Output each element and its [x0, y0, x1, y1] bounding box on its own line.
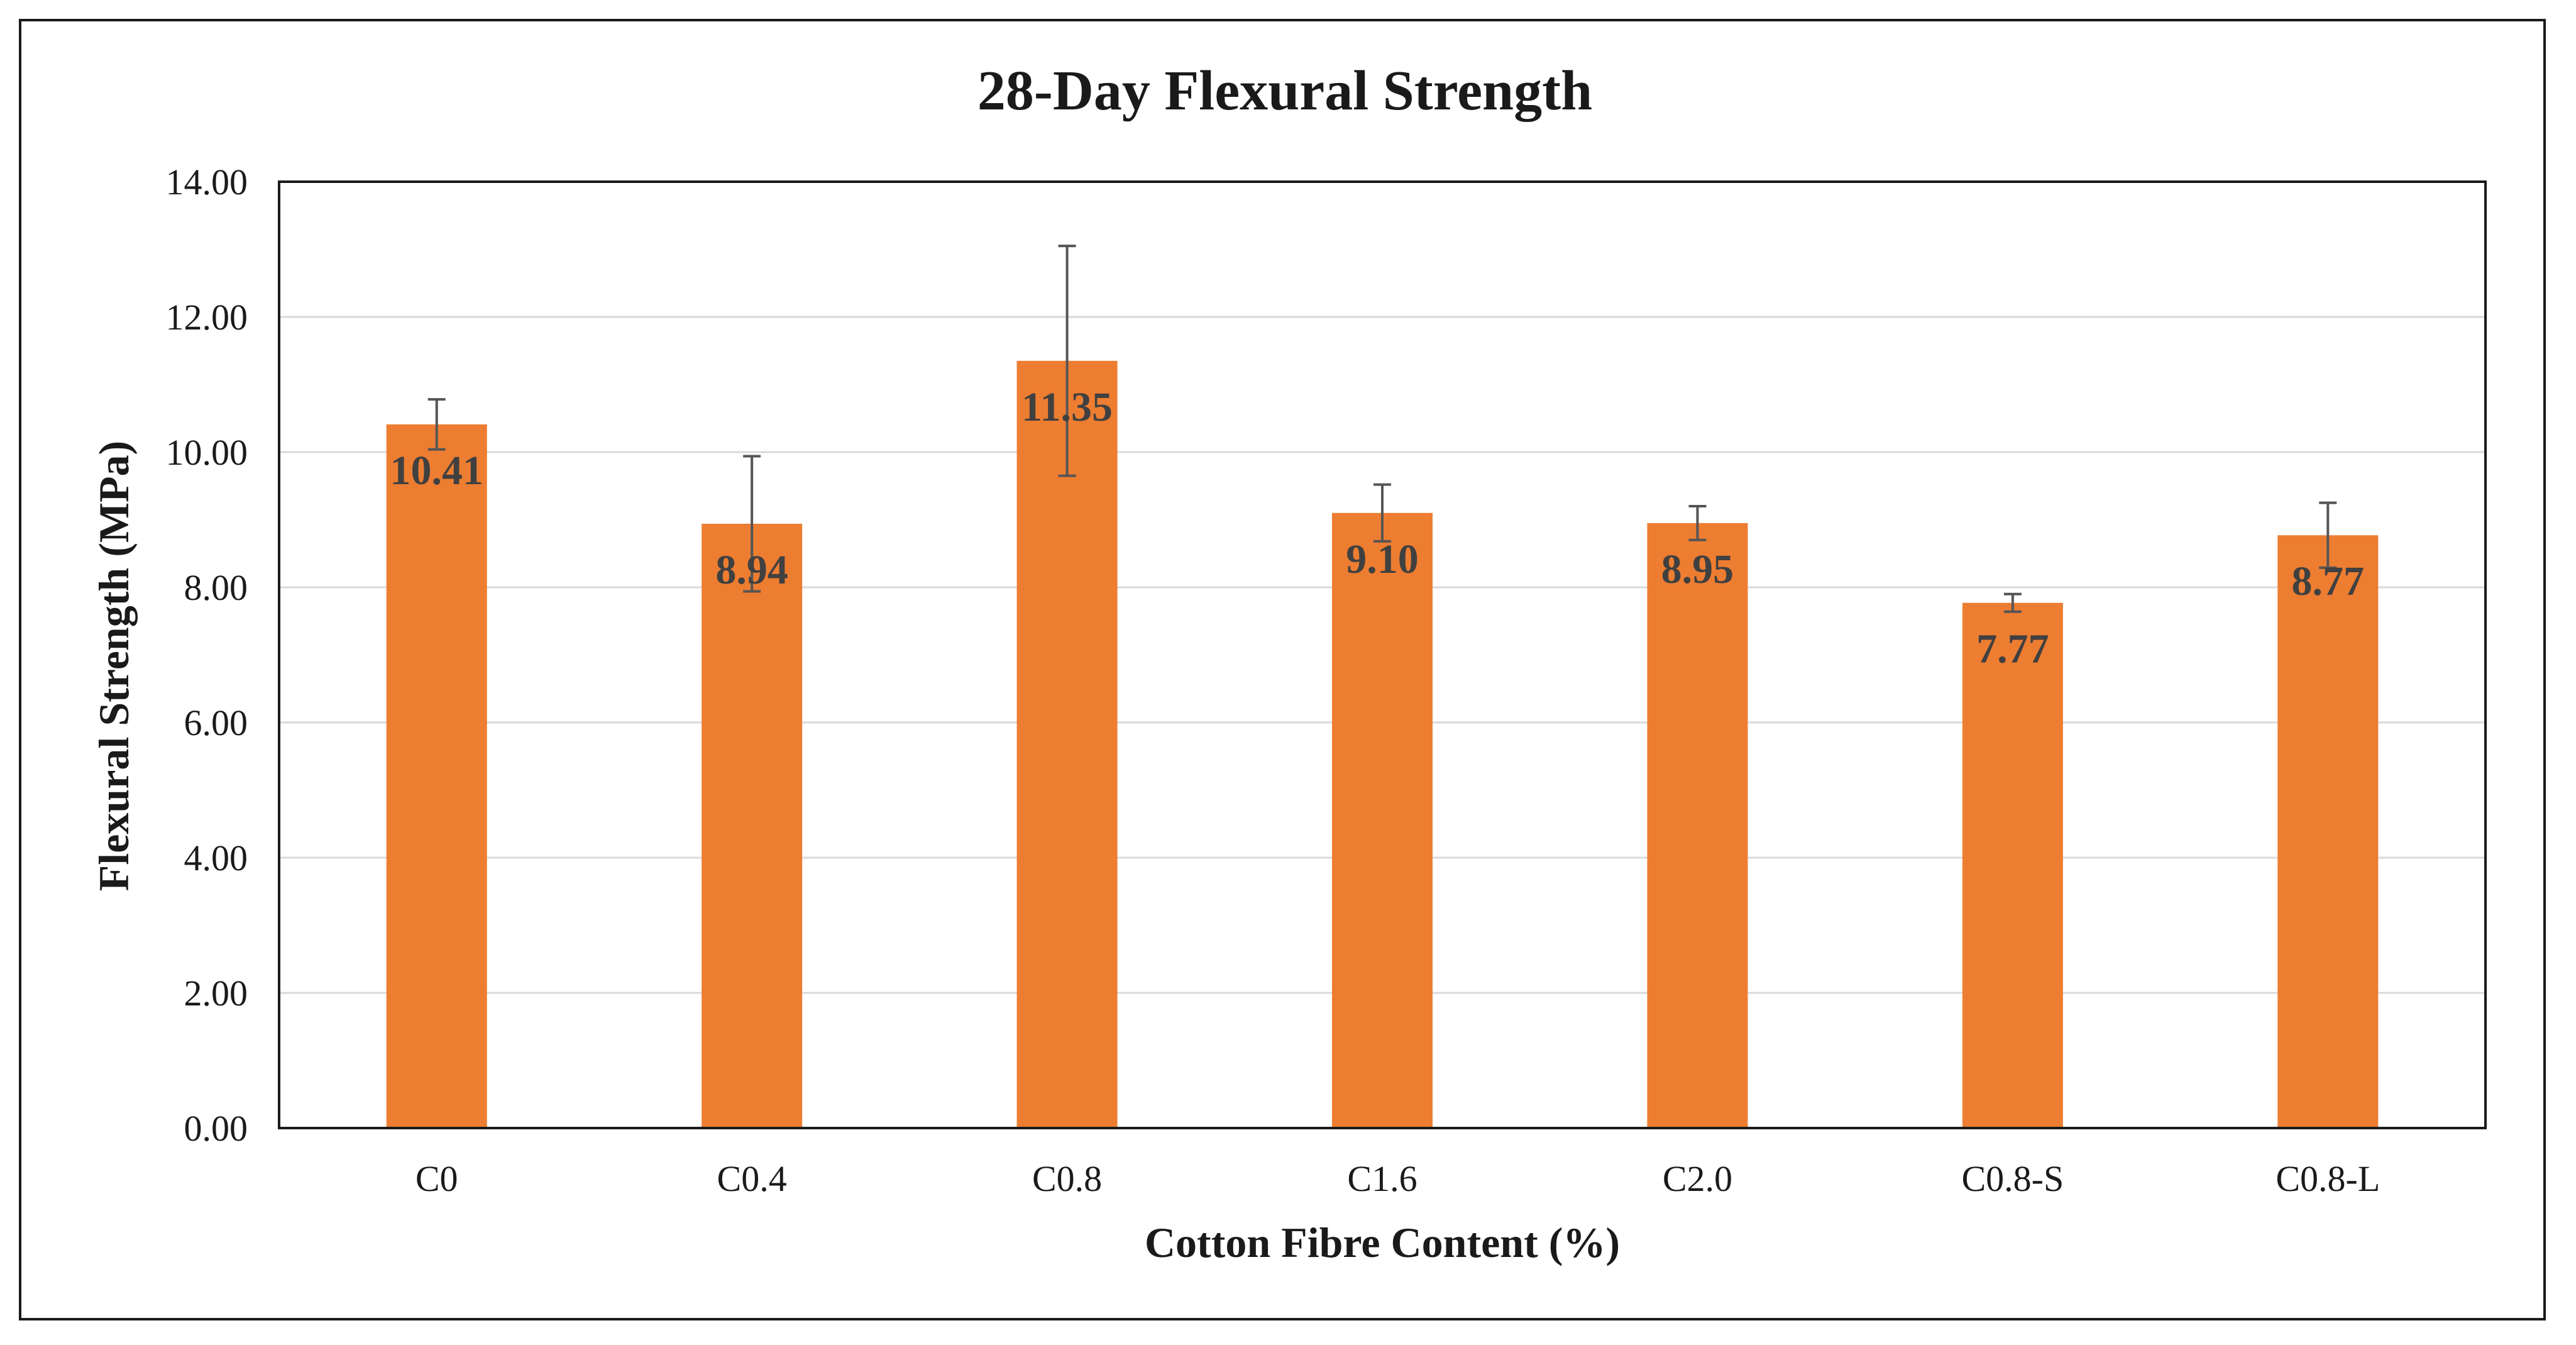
- x-tick-label: C0.8: [1032, 1158, 1102, 1199]
- bars: [386, 360, 2379, 1128]
- x-axis-title: Cotton Fibre Content (%): [1145, 1219, 1620, 1266]
- data-label: 7.77: [1976, 626, 2049, 672]
- data-label: 9.10: [1346, 536, 1419, 582]
- data-label: 8.95: [1661, 546, 1734, 592]
- bar: [1016, 360, 1118, 1128]
- chart-frame: 28-Day Flexural Strength Flexural Streng…: [19, 19, 2546, 1320]
- data-labels: 10.41 8.94 11.35 9.10 8.95 7.77 8.77: [390, 384, 2364, 672]
- bar: [702, 523, 803, 1128]
- x-tick-label: C0.4: [717, 1158, 787, 1199]
- x-tick-label: C0: [416, 1158, 458, 1199]
- y-tick-label: 14.00: [166, 162, 248, 202]
- bar: [1332, 512, 1433, 1128]
- y-tick-label: 12.00: [166, 297, 248, 338]
- x-tick-label: C0.8-S: [1961, 1158, 2064, 1199]
- plot-area: [278, 180, 2487, 1129]
- bar: [1962, 602, 2063, 1128]
- data-label: 8.94: [715, 547, 788, 593]
- bar: [386, 424, 487, 1128]
- y-tick-label: 2.00: [184, 973, 248, 1014]
- plot-border: [278, 180, 2487, 1129]
- x-tick-label: C1.6: [1347, 1158, 1417, 1199]
- data-label: 10.41: [390, 448, 483, 494]
- x-tick-label: C2.0: [1663, 1158, 1732, 1199]
- y-tick-label: 0.00: [184, 1108, 248, 1149]
- y-tick-label: 6.00: [184, 702, 248, 743]
- chart-title: 28-Day Flexural Strength: [977, 60, 1592, 122]
- bar: [1647, 523, 1748, 1128]
- data-label: 8.77: [2292, 558, 2365, 604]
- y-tick-label: 8.00: [184, 567, 248, 608]
- data-label: 11.35: [1021, 384, 1113, 430]
- bar: [2277, 535, 2379, 1128]
- x-tick-label: C0.8-L: [2276, 1158, 2380, 1199]
- y-axis-title: Flexural Strength (MPa): [90, 441, 138, 891]
- y-tick-label: 10.00: [166, 432, 248, 473]
- error-bars: [427, 245, 2337, 613]
- bar-chart: 28-Day Flexural Strength Flexural Streng…: [90, 60, 2487, 1266]
- tick-labels: 0.00 2.00 4.00 6.00 8.00 10.00 12.00 14.00 C0 C0.…: [166, 162, 2381, 1199]
- y-tick-label: 4.00: [184, 838, 248, 878]
